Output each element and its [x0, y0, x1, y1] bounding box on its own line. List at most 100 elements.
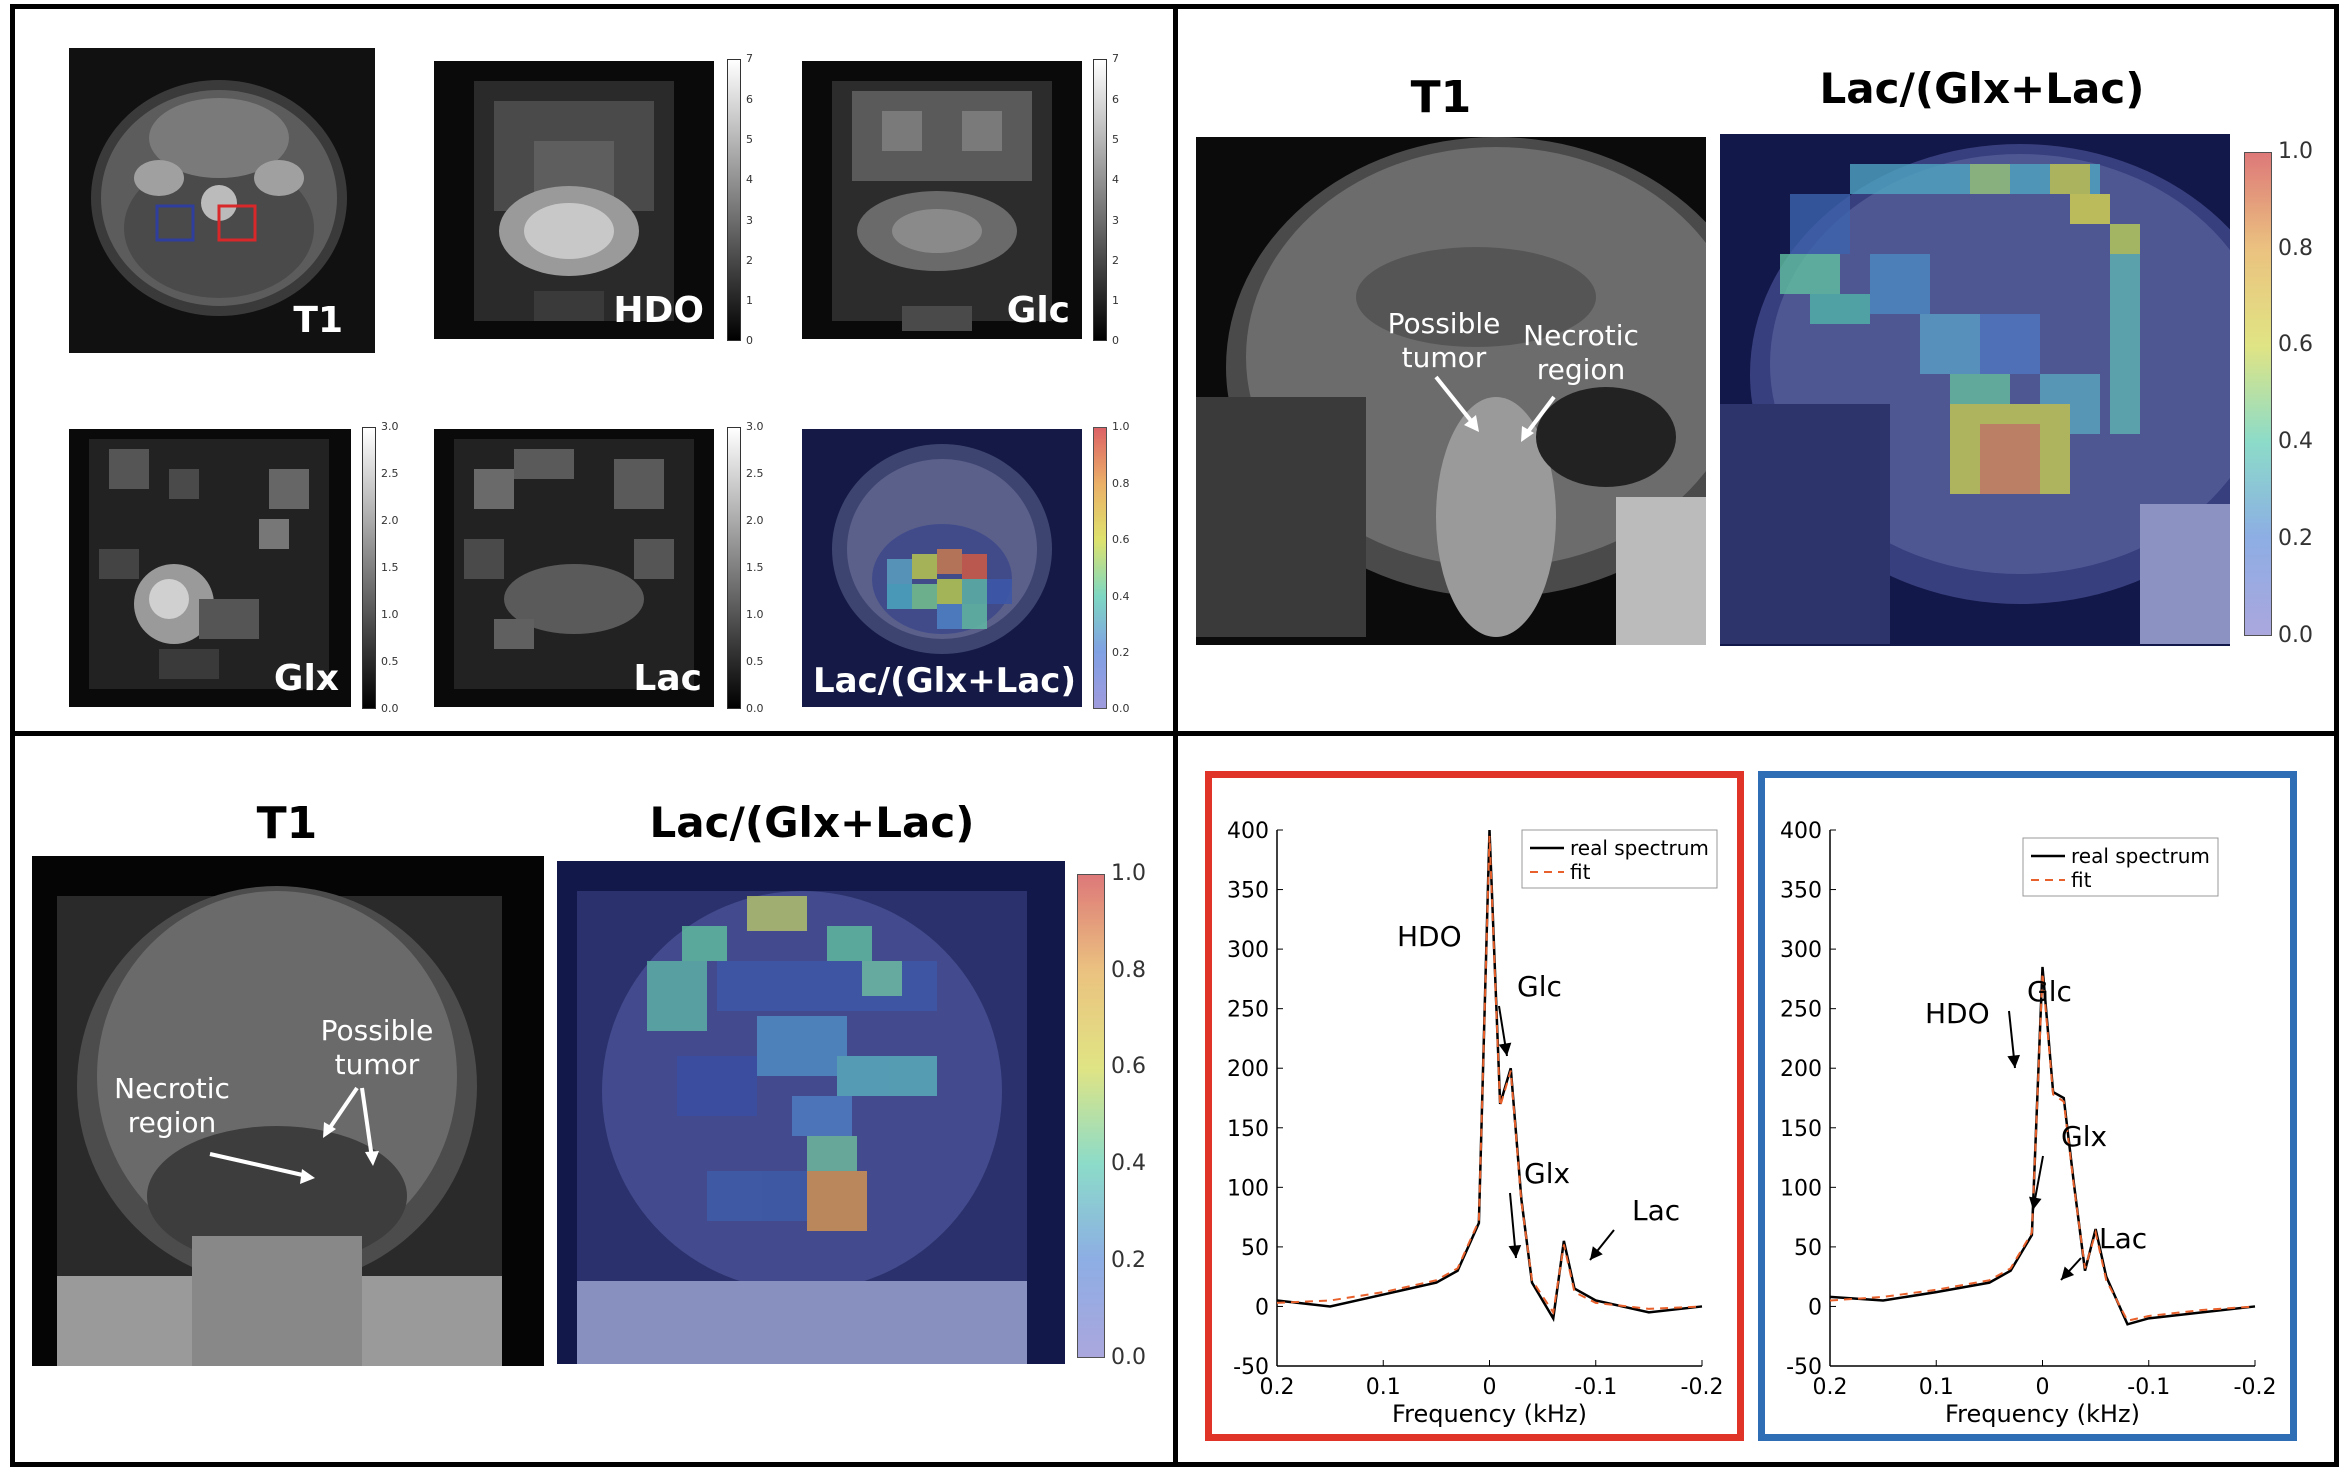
x-tick-label: -0.2	[1681, 1375, 1724, 1400]
ratio-axial-colorbar-tick: 0.8	[1112, 476, 1130, 490]
glx-colorbar-tick: 0.5	[381, 655, 399, 669]
glc-colorbar-tick: 3	[1112, 213, 1119, 227]
glc-map: Glc	[802, 61, 1082, 339]
panel-b-t1-title: T1	[1410, 72, 1472, 123]
x-tick-label: 0	[1483, 1375, 1497, 1400]
real-spectrum-line	[1829, 966, 2256, 1326]
lac-colorbar-tick: 2.0	[746, 514, 764, 528]
t1-sagittal-image: Possible tumor Necrotic region	[1196, 137, 1706, 645]
ratio-axial-colorbar	[1093, 427, 1107, 709]
glc-colorbar	[1093, 59, 1107, 341]
hdo-label: HDO	[613, 290, 704, 331]
annotation-arrowhead	[2061, 1266, 2075, 1280]
lac-colorbar-tick: 0.5	[746, 655, 764, 669]
x-tick-label: 0.2	[1813, 1375, 1848, 1400]
ratio-sagittal-colorbar-tick: 1.0	[2278, 138, 2313, 164]
y-tick-label: -50	[1786, 1355, 1822, 1380]
lac-colorbar-tick: 2.5	[746, 467, 764, 481]
ratio-sagittal-colorbar-tick: 0.6	[2278, 332, 2313, 358]
hdo-colorbar-tick: 2	[746, 253, 753, 267]
legend-entry: fit	[1570, 860, 1591, 884]
annotation-arrowhead	[1508, 1244, 1522, 1258]
y-tick-label: 300	[1780, 938, 1822, 963]
glc-colorbar-tick: 1	[1112, 294, 1119, 308]
legend-entry: real spectrum	[2071, 844, 2210, 868]
y-tick-label: 200	[1227, 1057, 1269, 1082]
hdo-map: HDO	[434, 61, 714, 339]
glx-colorbar-tick: 0.0	[381, 702, 399, 716]
ratio-sagittal-map	[1720, 134, 2230, 646]
x-tick-label: 0.1	[1919, 1375, 1954, 1400]
x-tick-label: -0.1	[2127, 1375, 2170, 1400]
ratio-coronal-colorbar-tick: 1.0	[1111, 860, 1146, 886]
lac-pixel-grid	[454, 439, 694, 689]
glx-colorbar-tick: 2.5	[381, 467, 399, 481]
red-roi-spectrum-chart: 400 350 300 250 200 150 100 50 0 -500.2 0.1 0 -0.1 -0…	[1227, 819, 1724, 1428]
ratio-sagittal-colorbar-tick: 0.0	[2278, 622, 2313, 648]
glc-colorbar-tick: 5	[1112, 132, 1119, 146]
ratio-sagittal-colorbar-tick: 0.4	[2278, 429, 2313, 455]
ratio-axial-map: Lac/(Glx+Lac)	[802, 429, 1082, 707]
t1-sagittal-anatomy	[1196, 137, 1706, 645]
y-tick-label: 400	[1227, 819, 1269, 844]
x-axis-label: Frequency (kHz)	[1945, 1400, 2140, 1428]
sagittal-necrotic-annotation: Necrotic region	[1523, 319, 1639, 386]
ratio-axial-colorbar-tick: 0.2	[1112, 646, 1130, 659]
glc-pixel-grid	[832, 81, 1052, 331]
lac-map: Lac	[434, 429, 714, 707]
glc-colorbar-tick: 7	[1112, 52, 1119, 66]
x-tick-label: 0	[2036, 1375, 2050, 1400]
ratio-coronal-colorbar-tick: 0.2	[1111, 1248, 1146, 1273]
hdo-colorbar	[727, 59, 741, 341]
blue-roi-box	[155, 204, 195, 242]
legend-entry: real spectrum	[1570, 836, 1709, 860]
coronal-arrows	[209, 1086, 379, 1184]
peak-annotation: Glc	[2027, 975, 2072, 1008]
y-tick-label: 350	[1227, 879, 1269, 904]
ratio-sagittal-colorbar-tick: 0.8	[2278, 235, 2313, 261]
ratio-axial-colorbar-tick: 0.0	[1112, 702, 1130, 716]
ratio-axial-colorbar-tick: 1.0	[1112, 420, 1130, 434]
x-tick-label: -0.2	[2234, 1375, 2277, 1400]
y-tick-label: 150	[1780, 1117, 1822, 1142]
glc-colorbar-tick: 2	[1112, 253, 1119, 267]
ratio-sagittal-colorbar	[2244, 152, 2272, 636]
annotation-arrowhead	[1590, 1246, 1603, 1260]
glx-colorbar-tick: 3.0	[381, 420, 399, 434]
red-roi-spectrum-frame	[1205, 771, 1744, 1441]
sagittal-arrows	[1434, 375, 1556, 442]
fit-line	[1276, 835, 1703, 1316]
t1-axial-image: T1	[69, 48, 375, 353]
coronal-tumor-annotation: Possible tumor	[320, 1014, 434, 1081]
x-axis-label: Frequency (kHz)	[1392, 1400, 1587, 1428]
glx-map: Glx	[69, 429, 351, 707]
glc-colorbar-tick: 0	[1112, 334, 1119, 348]
glx-colorbar-tick: 2.0	[381, 514, 399, 528]
ratio-axial-colorbar-tick: 0.4	[1112, 589, 1130, 603]
glc-colorbar-tick: 6	[1112, 92, 1119, 106]
ratio-sagittal-colorbar-tick: 0.2	[2278, 526, 2313, 551]
peak-annotation: Glx	[1524, 1157, 1570, 1190]
ratio-coronal-overlay	[577, 891, 1027, 1364]
ratio-coronal-colorbar-tick: 0.6	[1111, 1054, 1146, 1080]
blue-roi-spectrum-frame	[1758, 771, 2297, 1441]
real-spectrum-line	[1276, 829, 1703, 1323]
t1-label: T1	[293, 300, 343, 341]
coronal-necrotic-annotation: Necrotic region	[114, 1072, 230, 1139]
t1-coronal-anatomy	[57, 886, 502, 1366]
ratio-coronal-colorbar	[1077, 874, 1105, 1358]
peak-annotation: HDO	[1925, 997, 1990, 1030]
lac-label: Lac	[633, 658, 702, 699]
annotation-arrowhead	[1498, 1042, 1512, 1056]
y-tick-label: 150	[1227, 1117, 1269, 1142]
y-tick-label: 250	[1780, 998, 1822, 1023]
lac-colorbar-tick: 1.0	[746, 608, 764, 622]
peak-annotation: Lac	[1632, 1194, 1680, 1227]
peak-annotation: HDO	[1397, 920, 1462, 953]
ratio-axial-overlay	[832, 444, 1052, 654]
glx-label: Glx	[273, 658, 339, 699]
hdo-colorbar-tick: 4	[746, 173, 753, 187]
glx-colorbar-tick: 1.0	[381, 608, 399, 622]
legend-box	[2022, 837, 2219, 897]
x-tick-label: -0.1	[1574, 1375, 1617, 1400]
